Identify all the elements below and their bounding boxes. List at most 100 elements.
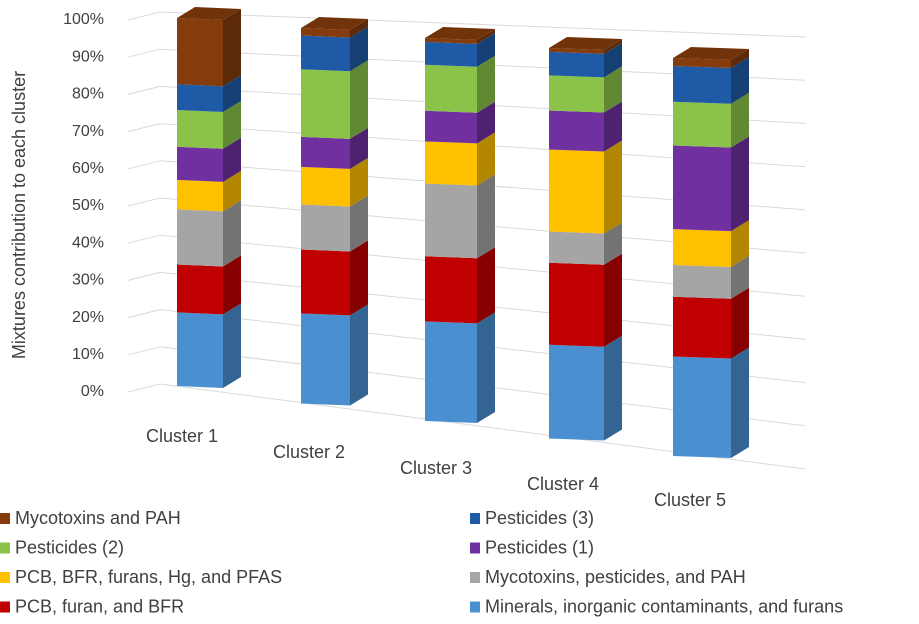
y-axis-title: Mixtures contribution to each cluster [9, 71, 29, 359]
bar-segment-side [604, 42, 622, 78]
bar-segment-side [350, 304, 368, 406]
bar-segment [673, 58, 731, 68]
bar-segment-side [350, 19, 368, 38]
bar-segment [673, 296, 731, 359]
x-tick-label: Cluster 3 [400, 458, 472, 478]
bar-segment [549, 110, 604, 152]
legend-swatch [0, 572, 10, 583]
bar-segment [177, 84, 223, 112]
bar-segment [549, 231, 604, 265]
y-tick-label: 70% [72, 123, 104, 140]
legend-swatch [470, 601, 480, 613]
grid-line [127, 234, 161, 244]
bar-segment [177, 110, 223, 149]
legend-swatch [0, 542, 10, 554]
y-tick-label: 20% [72, 309, 104, 326]
bar-segment-side [350, 26, 368, 72]
x-tick-label: Cluster 5 [654, 490, 726, 510]
bar-segment [549, 75, 604, 113]
bar-segment-side [731, 49, 749, 68]
bar-segment-top [425, 27, 495, 40]
bar-segment-side [223, 255, 241, 315]
bar-segment-side [477, 247, 495, 324]
bar-segment [425, 64, 477, 113]
y-tick-label: 10% [72, 346, 104, 363]
grid-line [127, 160, 161, 170]
bar-segment [425, 256, 477, 324]
bar-segment-side [350, 127, 368, 169]
bar-segment-side [604, 101, 622, 152]
y-tick-label: 100% [63, 11, 104, 28]
bar-segment [425, 321, 477, 423]
legend-label: PCB, furan, and BFR [15, 596, 184, 616]
bar-segment-side [731, 347, 749, 458]
bar-segment-side [604, 66, 622, 113]
bar-segment [301, 28, 350, 38]
legend-label: Pesticides (1) [485, 537, 594, 557]
bar-segment [673, 65, 731, 104]
y-tick-label: 0% [81, 383, 104, 400]
bar-segment [549, 48, 604, 54]
bar-segment [673, 101, 731, 148]
bar-segment-top [301, 17, 368, 30]
bar-segment-side [350, 157, 368, 207]
legend-label: Mycotoxins, pesticides, and PAH [485, 567, 746, 587]
bar-segment [301, 166, 350, 207]
bar-segment-side [731, 92, 749, 148]
bar-segment-side [223, 9, 241, 87]
bar-segment-side [223, 137, 241, 182]
bar-segment-side [223, 170, 241, 212]
bar-segment-side [477, 132, 495, 186]
bar-segment [549, 344, 604, 441]
bar-segment [301, 136, 350, 169]
bar-segment [425, 110, 477, 144]
bar-segment-side [731, 287, 749, 359]
bar-segment [425, 183, 477, 259]
legend-swatch [0, 513, 10, 524]
bar-segment [177, 18, 223, 87]
bar-segment-side [477, 32, 495, 67]
bar-segment [673, 264, 731, 299]
bar-segment [673, 145, 731, 232]
legend-swatch [0, 601, 10, 613]
bar-segment [177, 264, 223, 315]
legend-label: PCB, BFR, furans, Hg, and PFAS [15, 567, 282, 587]
bar-segment-side [604, 140, 622, 234]
bar-segment-side [604, 39, 622, 54]
bar-segment [177, 146, 223, 182]
legend-label: Minerals, inorganic contaminants, and fu… [485, 596, 843, 616]
bar-segment [549, 51, 604, 78]
grid-line [159, 11, 806, 38]
bar-segment [673, 229, 731, 267]
legend-swatch [470, 542, 480, 554]
legend-label: Mycotoxins and PAH [15, 508, 181, 528]
bar-segment-side [223, 200, 241, 267]
grid-line [127, 309, 161, 319]
bar-segment-side [223, 303, 241, 388]
bar-segment-side [477, 55, 495, 113]
bar-segment [301, 204, 350, 252]
bar-segment [177, 209, 223, 267]
bar-segment-side [477, 312, 495, 423]
bar-segment-side [731, 56, 749, 104]
y-tick-label: 50% [72, 197, 104, 214]
bar-segment [301, 249, 350, 316]
bar-segment-side [477, 174, 495, 259]
bar-segment-side [477, 29, 495, 44]
bar-segment-side [731, 255, 749, 299]
grid-line [127, 48, 161, 58]
bar-segment-side [350, 195, 368, 252]
grid-line [127, 383, 161, 393]
legend-swatch [470, 572, 480, 583]
bar-segment [673, 356, 731, 458]
bar-segment [177, 312, 223, 388]
bar-segment-top [673, 47, 749, 60]
bar-segment [301, 69, 350, 139]
bar-segment-side [731, 136, 749, 232]
grid-line [127, 123, 161, 133]
grid-line [127, 197, 161, 207]
bar-segment-side [604, 335, 622, 441]
bar-segment [177, 179, 223, 212]
y-tick-label: 30% [72, 272, 104, 289]
